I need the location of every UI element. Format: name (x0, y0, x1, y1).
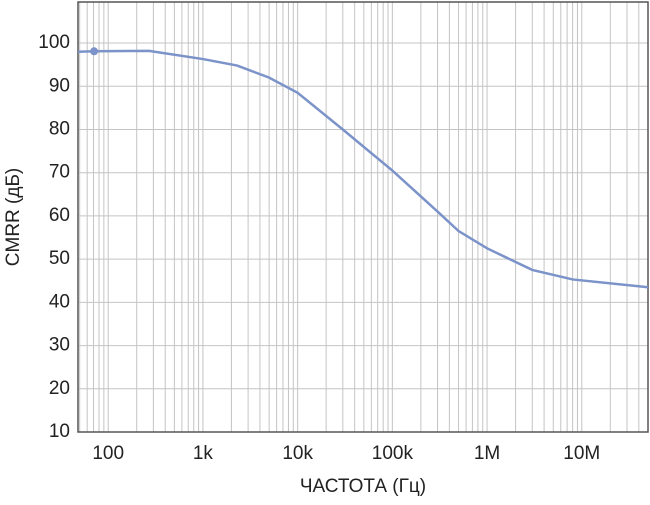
plot-frame (77, 1, 649, 433)
y-tick-label: 60 (49, 205, 70, 226)
x-axis-title: ЧАСТОТА (Гц) (300, 476, 426, 497)
y-tick-label: 50 (49, 248, 70, 269)
x-tick-label: 10M (563, 443, 600, 464)
y-tick-label: 80 (49, 119, 70, 140)
x-tick-label: 100 (92, 443, 124, 464)
x-tick-label: 1M (474, 443, 500, 464)
y-tick-label: 20 (49, 378, 70, 399)
y-tick-label: 70 (49, 162, 70, 183)
x-tick-label: 1k (193, 443, 214, 464)
y-axis-title: CMRR (дБ) (3, 168, 24, 266)
y-tick-label: 90 (49, 75, 70, 96)
y-tick-label: 40 (49, 291, 70, 312)
y-tick-label: 100 (38, 32, 70, 53)
y-tick-label: 30 (49, 335, 70, 356)
data-marker (90, 47, 99, 56)
x-tick-label: 10k (282, 443, 313, 464)
y-tick-label: 10 (49, 421, 70, 442)
data-line (77, 49, 649, 289)
x-tick-label: 100k (372, 443, 414, 464)
